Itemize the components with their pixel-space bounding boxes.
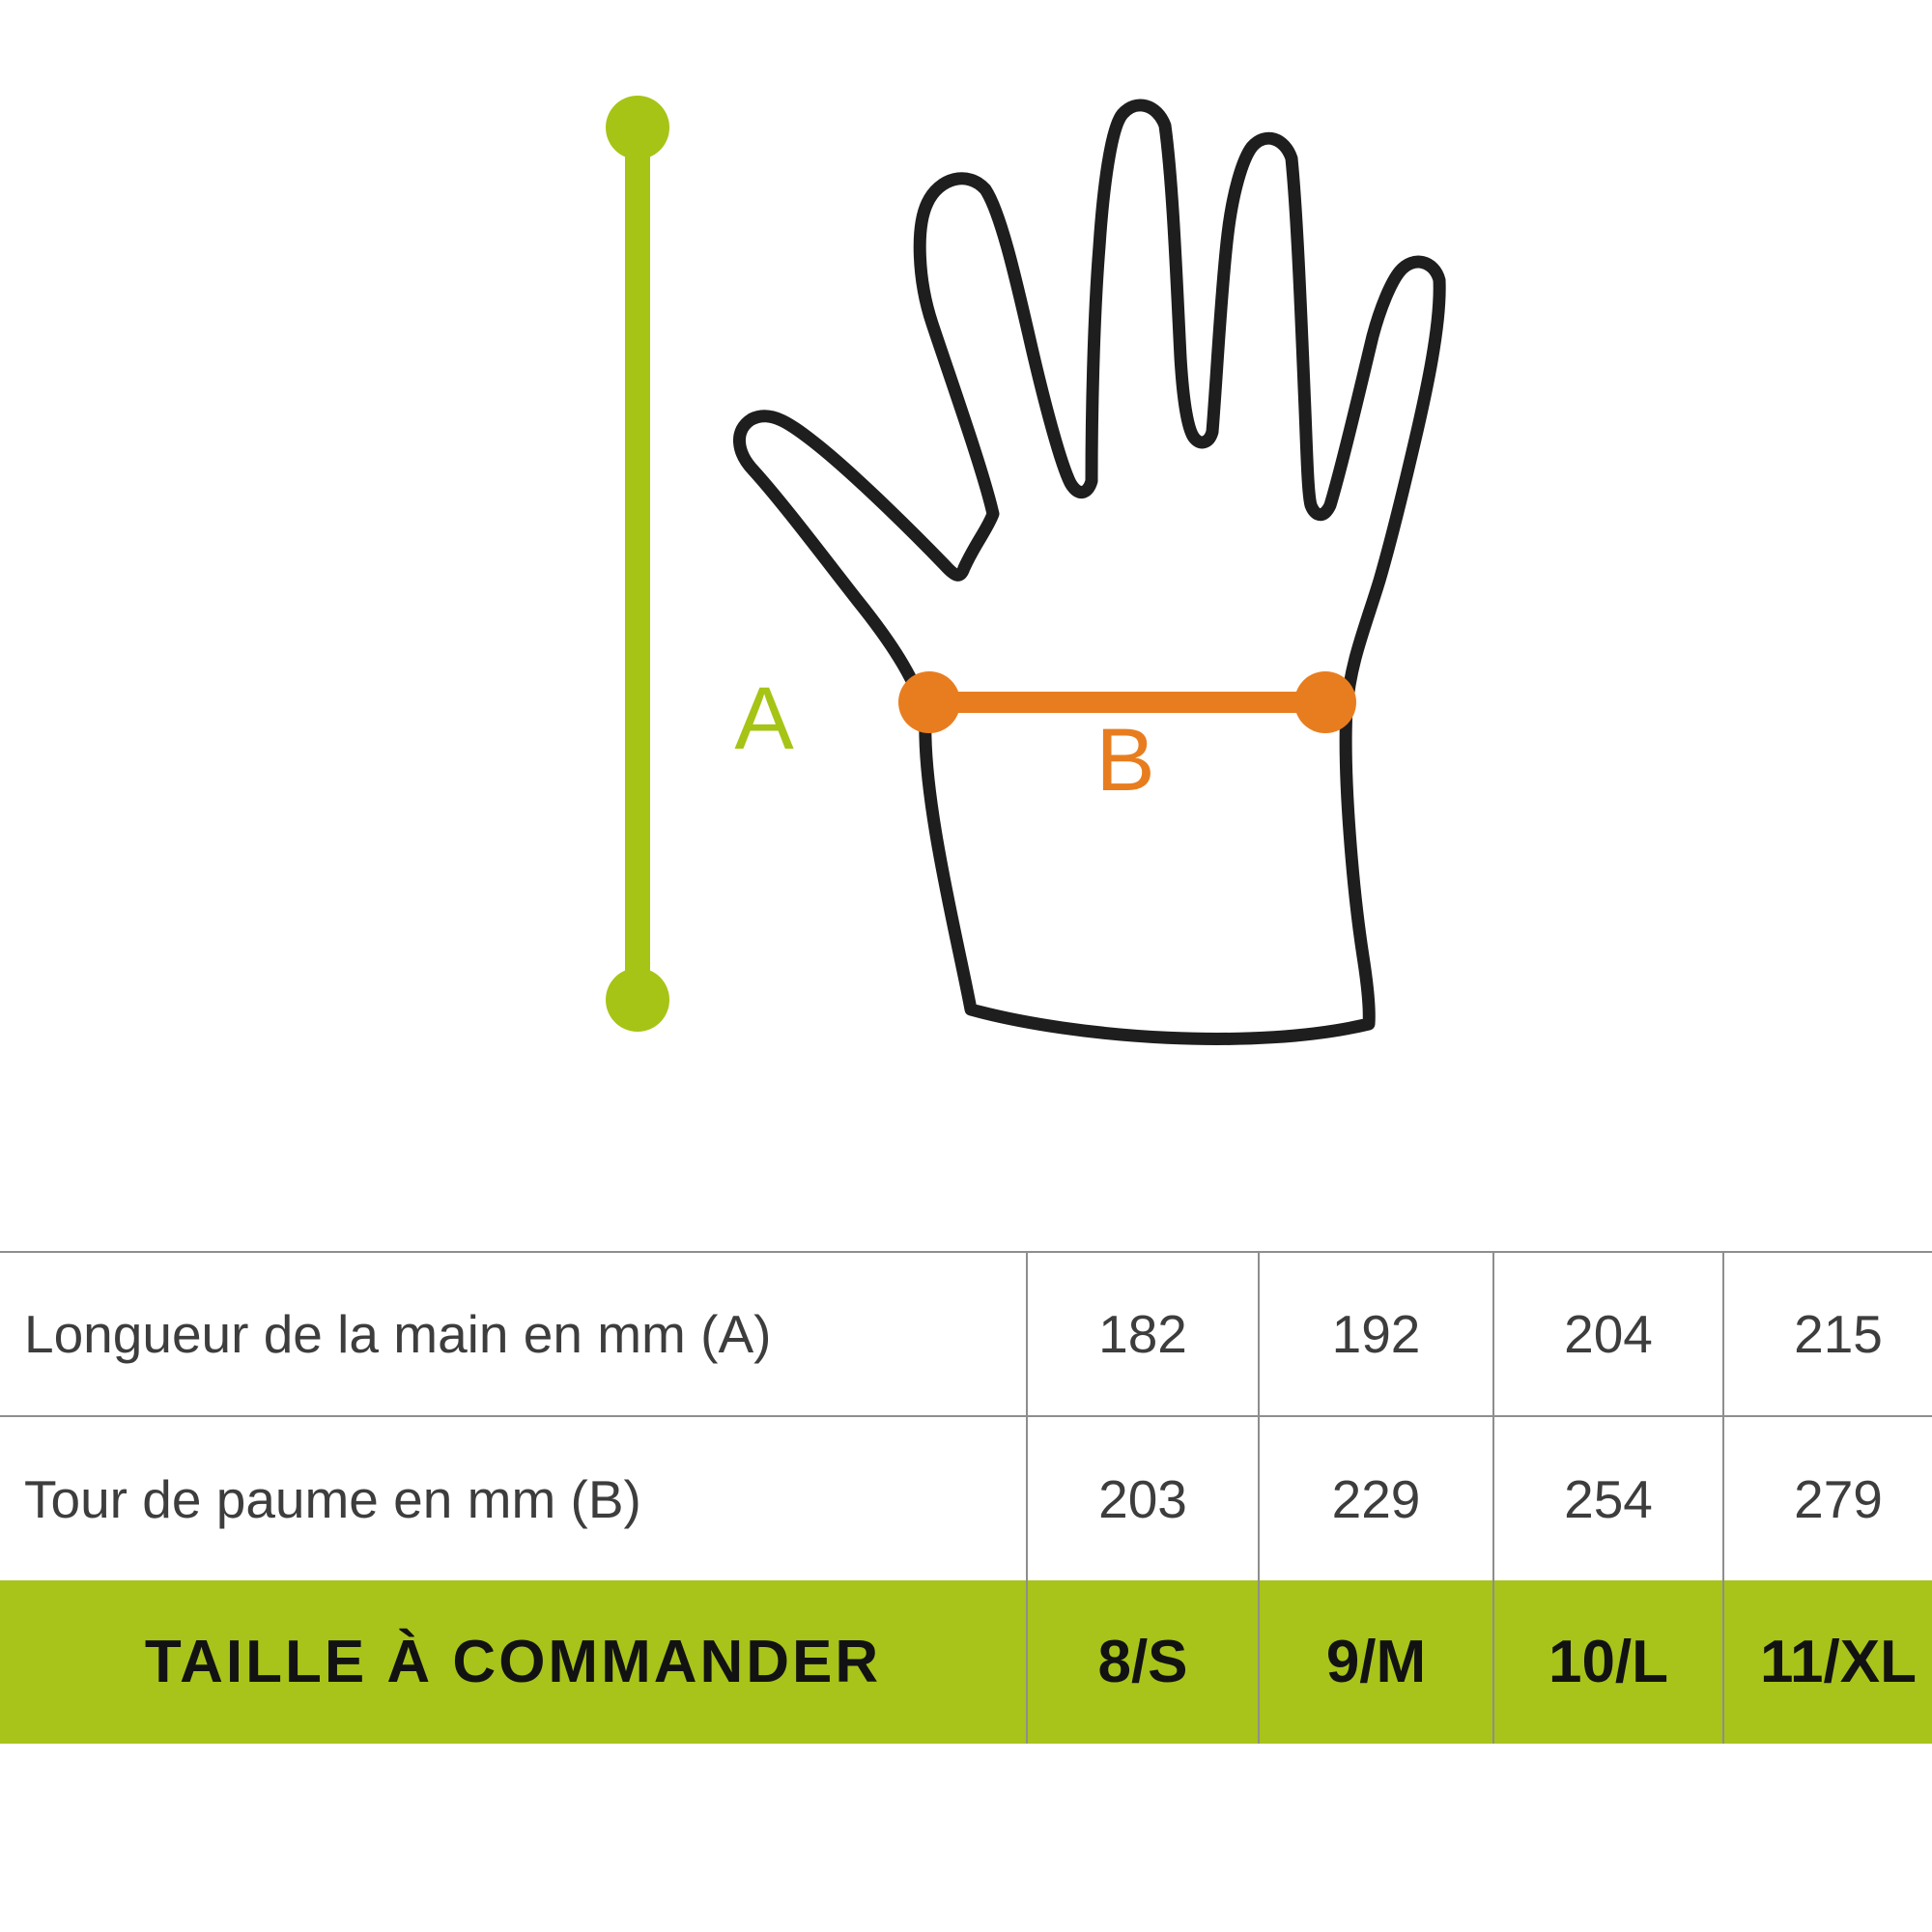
row-label-size-to-order: TAILLE À COMMANDER [0, 1580, 1026, 1744]
row-label-hand-length: Longueur de la main en mm (A) [0, 1253, 1026, 1417]
row-label-palm-circumference: Tour de paume en mm (B) [0, 1417, 1026, 1580]
palm-circumference-value: 254 [1492, 1417, 1722, 1580]
hand-length-value: 204 [1492, 1253, 1722, 1417]
palm-circumference-value: 279 [1722, 1417, 1932, 1580]
hand-length-value: 215 [1722, 1253, 1932, 1417]
hand-measurement-figure [606, 96, 1446, 1045]
size-option: 8/S [1026, 1580, 1258, 1744]
measure-b-line [898, 671, 1356, 733]
hand-outline-icon [733, 99, 1446, 1045]
palm-circumference-value: 203 [1026, 1417, 1258, 1580]
size-option: 11/XL [1722, 1580, 1932, 1744]
size-option: 9/M [1258, 1580, 1492, 1744]
measure-b-left-dot [898, 671, 960, 733]
size-option: 10/L [1492, 1580, 1722, 1744]
size-table: Longueur de la main en mm (A) 182 192 20… [0, 1251, 1932, 1744]
palm-circumference-value: 229 [1258, 1417, 1492, 1580]
measure-a-line [606, 96, 669, 1032]
measure-a-bottom-dot [606, 968, 669, 1032]
measure-b-right-dot [1294, 671, 1356, 733]
measure-a-top-dot [606, 96, 669, 159]
hand-length-value: 192 [1258, 1253, 1492, 1417]
hand-length-value: 182 [1026, 1253, 1258, 1417]
measure-a-label: A [734, 669, 794, 768]
measure-b-label: B [1095, 711, 1155, 810]
